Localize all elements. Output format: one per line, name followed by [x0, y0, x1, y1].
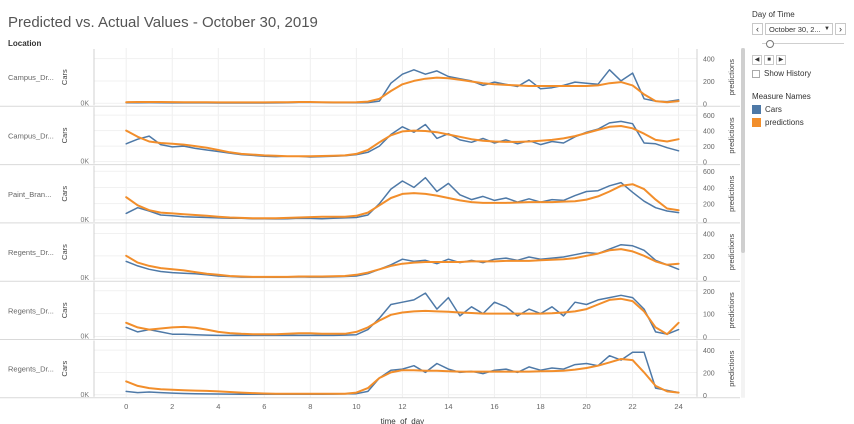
x-tick-label: 4 — [216, 402, 220, 411]
day-slider[interactable] — [752, 38, 848, 50]
right-tick-label: 600 — [703, 169, 715, 176]
series-line-cars — [125, 243, 680, 279]
right-tick-label: 200 — [703, 370, 715, 377]
right-tick-label: 0 — [703, 393, 707, 400]
left-axis-label: Cars — [60, 302, 69, 318]
chart-title: Predicted vs. Actual Values - October 30… — [8, 14, 318, 31]
play-button[interactable]: ▶ — [776, 55, 786, 65]
show-history-label: Show History — [764, 69, 812, 78]
slider-track — [762, 43, 844, 44]
x-tick-label: 10 — [352, 402, 360, 411]
series-line-cars — [125, 176, 680, 220]
x-axis-title: time_of_day — [381, 417, 425, 424]
x-tick-label: 0 — [124, 402, 128, 411]
legend-title: Measure Names — [752, 92, 811, 101]
playback-controls: ◀ ■ ▶ — [752, 55, 848, 65]
next-day-button[interactable]: › — [835, 23, 846, 35]
left-tick-label: 0K — [80, 217, 89, 224]
series-line-predictions — [125, 76, 680, 104]
left-axis-label: Cars — [60, 69, 69, 85]
right-tick-label: 200 — [703, 144, 715, 151]
left-axis-label: Cars — [60, 360, 69, 376]
day-filter-title: Day of Time — [752, 10, 795, 19]
left-axis-label: Cars — [60, 127, 69, 143]
left-tick-label: 0K — [80, 159, 89, 166]
right-tick-label: 400 — [703, 57, 715, 64]
left-tick-label: 0K — [80, 392, 89, 399]
right-tick-label: 400 — [703, 231, 715, 238]
right-axis-label: predictions — [727, 117, 736, 154]
day-filter-row: ‹ October 30, 2... ▼ › — [752, 23, 848, 35]
show-history-checkbox[interactable] — [752, 69, 760, 78]
legend-label-cars: Cars — [765, 105, 782, 114]
day-select[interactable]: October 30, 2... ▼ — [765, 23, 833, 35]
right-tick-label: 400 — [703, 185, 715, 192]
left-axis-label: Cars — [60, 244, 69, 260]
series-line-predictions — [125, 125, 680, 158]
row-location-label: Regents_Dr... — [8, 306, 54, 315]
x-tick-label: 16 — [490, 402, 498, 411]
left-tick-label: 0K — [80, 334, 89, 341]
right-tick-label: 0 — [703, 276, 707, 283]
series-line-predictions — [125, 248, 680, 278]
row-location-label: Campus_Dr... — [8, 131, 54, 140]
right-tick-label: 400 — [703, 129, 715, 136]
right-tick-label: 0 — [703, 160, 707, 167]
x-tick-label: 22 — [628, 402, 636, 411]
right-tick-label: 200 — [703, 254, 715, 261]
row-location-label: Campus_Dr... — [8, 73, 54, 82]
cars-swatch — [752, 105, 761, 114]
x-tick-label: 24 — [674, 402, 682, 411]
x-tick-label: 6 — [262, 402, 266, 411]
chevron-down-icon: ▼ — [824, 26, 830, 32]
side-panel: Day of Time ‹ October 30, 2... ▼ › ◀ ■ ▶… — [752, 10, 848, 131]
right-axis-label: predictions — [727, 350, 736, 387]
row-location-label: Regents_Dr... — [8, 248, 54, 257]
x-tick-label: 14 — [444, 402, 452, 411]
x-tick-label: 12 — [398, 402, 406, 411]
right-axis-label: predictions — [727, 292, 736, 329]
right-tick-label: 0 — [703, 218, 707, 225]
right-tick-label: 200 — [703, 202, 715, 209]
series-line-cars — [125, 292, 680, 337]
right-tick-label: 600 — [703, 113, 715, 120]
stop-button[interactable]: ■ — [764, 55, 774, 65]
right-tick-label: 400 — [703, 348, 715, 355]
left-axis-label: Cars — [60, 186, 69, 202]
location-header: Location — [8, 39, 42, 48]
series-line-predictions — [125, 297, 680, 336]
right-tick-label: 200 — [703, 79, 715, 86]
x-tick-label: 18 — [536, 402, 544, 411]
show-history-row[interactable]: Show History — [752, 69, 848, 78]
row-location-label: Paint_Bran... — [8, 190, 51, 199]
previous-day-button[interactable]: ‹ — [752, 23, 763, 35]
x-tick-label: 8 — [308, 402, 312, 411]
legend-item-predictions[interactable]: predictions — [752, 118, 848, 127]
left-tick-label: 0K — [80, 275, 89, 282]
slider-handle[interactable] — [766, 40, 774, 48]
right-tick-label: 0 — [703, 335, 707, 342]
right-axis-label: predictions — [727, 59, 736, 96]
legend-item-cars[interactable]: Cars — [752, 105, 848, 114]
row-location-label: Regents_Dr... — [8, 365, 54, 374]
right-axis-label: predictions — [727, 234, 736, 271]
left-tick-label: 0K — [80, 100, 89, 107]
legend-label-predictions: predictions — [765, 118, 804, 127]
day-select-value: October 30, 2... — [769, 25, 821, 34]
right-tick-label: 0 — [703, 101, 707, 108]
x-tick-label: 2 — [170, 402, 174, 411]
scrollbar-thumb[interactable] — [741, 48, 745, 253]
play-back-button[interactable]: ◀ — [752, 55, 762, 65]
series-line-predictions — [125, 358, 680, 395]
right-tick-label: 100 — [703, 312, 715, 319]
series-line-predictions — [125, 183, 680, 220]
predictions-swatch — [752, 118, 761, 127]
right-axis-label: predictions — [727, 175, 736, 212]
x-tick-label: 20 — [582, 402, 590, 411]
series-line-cars — [125, 351, 680, 395]
right-tick-label: 200 — [703, 289, 715, 296]
